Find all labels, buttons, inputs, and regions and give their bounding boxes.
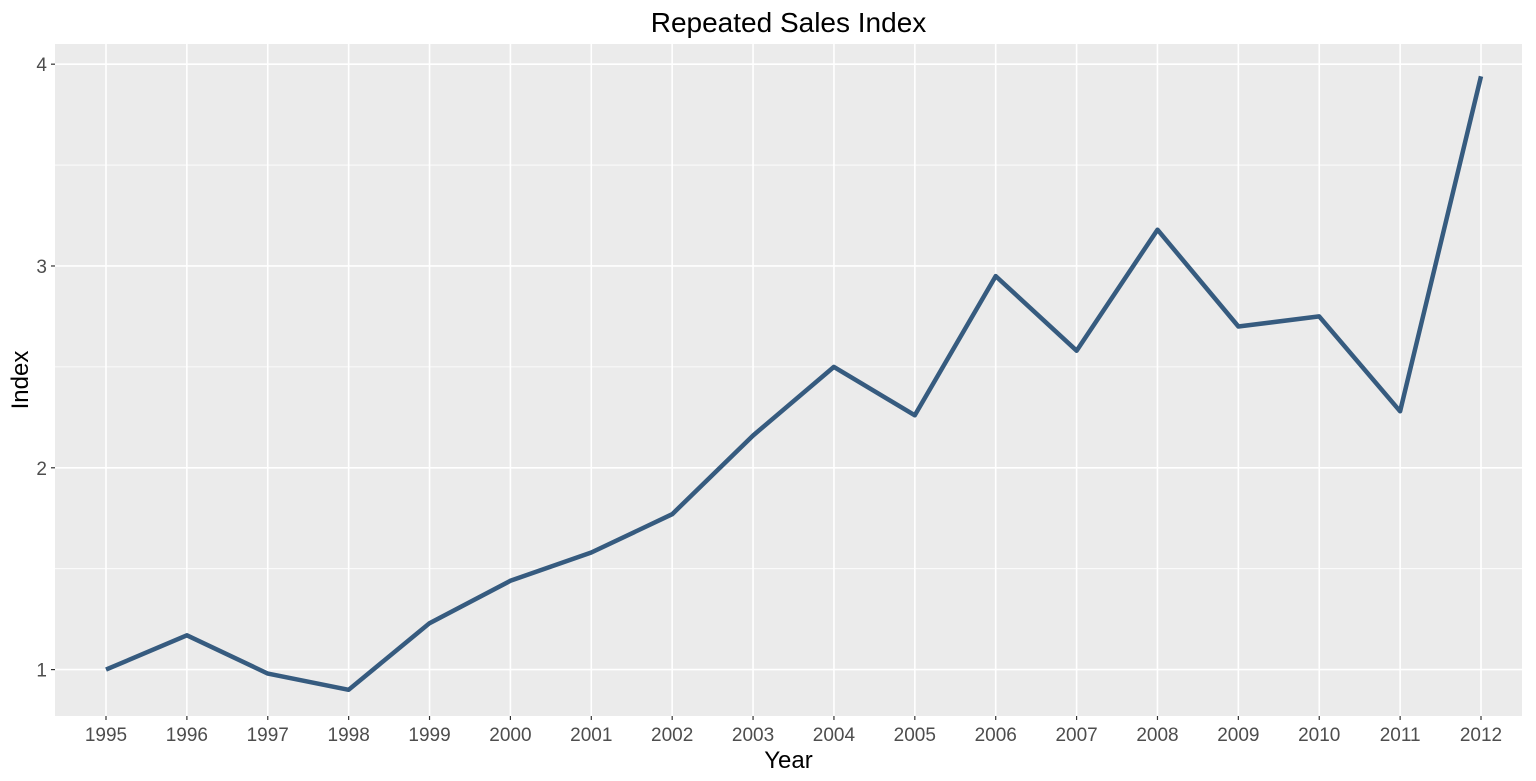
plot-panel: [55, 44, 1522, 716]
x-axis-title: Year: [764, 747, 813, 774]
series-line: [105, 75, 1484, 693]
x-tick-label: 2009: [1217, 725, 1259, 746]
y-tick-label: 1: [36, 661, 47, 682]
x-tick-label: 2010: [1298, 725, 1340, 746]
x-tick-label: 2000: [489, 725, 531, 746]
x-tick-label: 2005: [894, 725, 936, 746]
x-tick-label: 2008: [1136, 725, 1178, 746]
x-tick-label: 2001: [570, 725, 612, 746]
x-axis: 1995 1996 1997 1998 1999 2000 2001 2002 2003 2004…: [85, 716, 1502, 746]
x-tick-label: 1995: [85, 725, 127, 746]
x-tick-label: 2007: [1055, 725, 1097, 746]
x-tick-label: 2006: [975, 725, 1017, 746]
x-tick-label: 1996: [166, 725, 208, 746]
y-axis-title: Index: [7, 351, 34, 410]
y-tick-label: 4: [36, 55, 47, 76]
x-tick-label: 2002: [651, 725, 693, 746]
series-layer: [105, 75, 1484, 693]
x-tick-label: 2012: [1460, 725, 1502, 746]
major-gridlines: [55, 44, 1522, 716]
x-tick-label: 2003: [732, 725, 774, 746]
x-tick-label: 1998: [328, 725, 370, 746]
x-tick-label: 2004: [813, 725, 856, 746]
y-axis: 1 2 3 4: [36, 55, 55, 682]
chart-title: Repeated Sales Index: [651, 7, 927, 38]
x-tick-label: 1999: [408, 725, 450, 746]
y-tick-label: 3: [36, 257, 47, 278]
x-tick-label: 1997: [247, 725, 289, 746]
y-tick-label: 2: [36, 459, 47, 480]
minor-gridlines: [55, 164, 1522, 570]
x-tick-label: 2011: [1380, 725, 1421, 746]
